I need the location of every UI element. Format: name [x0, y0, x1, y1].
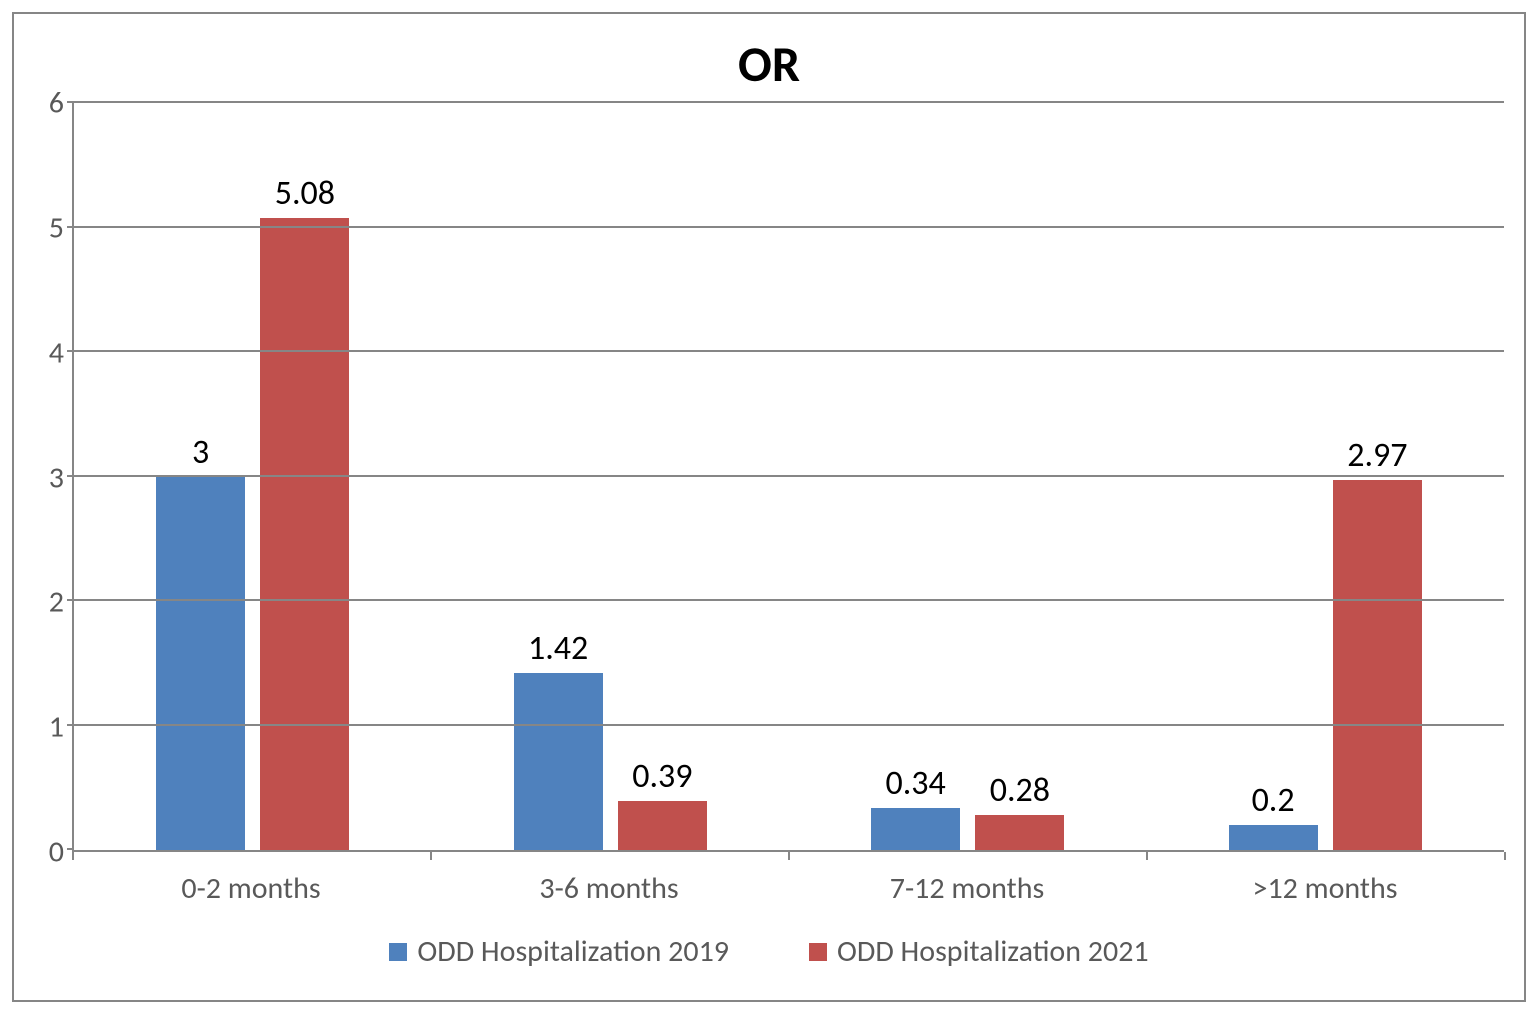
legend-swatch — [389, 943, 407, 961]
x-axis-row: 0-2 months3-6 months7-12 months>12 month… — [14, 852, 1524, 915]
x-tickmark — [72, 852, 74, 860]
bar-value-label: 0.39 — [632, 756, 692, 801]
y-tickmark — [67, 724, 74, 726]
bar-value-label: 5.08 — [275, 173, 335, 218]
bar-pair: 1.42 0.39 — [514, 103, 707, 850]
bar: 5.08 — [260, 218, 349, 850]
y-tick-label: 1 — [49, 709, 64, 746]
category-slot: 0.34 0.28 — [789, 103, 1147, 850]
y-axis: 0123456 — [18, 103, 72, 852]
x-tick-col: 0-2 months — [72, 852, 430, 915]
y-tick-label: 2 — [49, 584, 64, 621]
plot-area: 35.081.420.390.340.280.22.97 — [72, 103, 1504, 852]
bar-value-label: 1.42 — [528, 628, 588, 673]
bar: 2.97 — [1333, 480, 1422, 850]
gridline — [74, 475, 1504, 477]
x-tick-col: >12 months — [1146, 852, 1504, 915]
bar-value-label: 0.2 — [1252, 780, 1295, 825]
bar: 0.28 — [975, 815, 1064, 850]
gridline — [74, 599, 1504, 601]
x-tick-col: 7-12 months — [788, 852, 1146, 915]
bar-pair: 0.34 0.28 — [871, 103, 1064, 850]
bar-value-label: 0.34 — [885, 763, 945, 808]
x-tickmark — [1146, 852, 1148, 860]
x-tickmark — [1504, 852, 1506, 860]
x-tick-col: 3-6 months — [430, 852, 788, 915]
bar: 0.34 — [871, 808, 960, 850]
category-slot: 1.42 0.39 — [432, 103, 790, 850]
legend-label: ODD Hospitalization 2021 — [837, 933, 1149, 970]
plot-wrap: 0123456 35.081.420.390.340.280.22.97 — [14, 103, 1524, 852]
bar: 0.2 — [1229, 825, 1318, 850]
y-tickmark — [67, 848, 74, 850]
chart-container: OR 0123456 35.081.420.390.340.280.22.97 … — [0, 0, 1538, 1014]
y-tickmark — [67, 350, 74, 352]
bar: 3 — [156, 477, 245, 851]
y-tickmark — [67, 599, 74, 601]
chart-title: OR — [14, 14, 1524, 103]
y-tick-label: 5 — [49, 209, 64, 246]
category-slot: 0.2 2.97 — [1147, 103, 1505, 850]
y-tickmark — [67, 101, 74, 103]
legend-label: ODD Hospitalization 2019 — [417, 933, 729, 970]
legend-item: ODD Hospitalization 2021 — [809, 933, 1149, 970]
y-tick-label: 6 — [49, 85, 64, 122]
legend-swatch — [809, 943, 827, 961]
x-tickmark — [430, 852, 432, 860]
gridline — [74, 101, 1504, 103]
chart-frame: OR 0123456 35.081.420.390.340.280.22.97 … — [12, 12, 1526, 1002]
y-tick-label: 4 — [49, 334, 64, 371]
y-tick-label: 0 — [49, 834, 64, 871]
legend: ODD Hospitalization 2019 ODD Hospitalizat… — [14, 915, 1524, 1000]
bar: 1.42 — [514, 673, 603, 850]
x-tick-label: 7-12 months — [788, 852, 1146, 915]
x-tick-label: >12 months — [1146, 852, 1504, 915]
gridline — [74, 724, 1504, 726]
bar: 0.39 — [618, 801, 707, 850]
x-tickmark — [788, 852, 790, 860]
y-tick-label: 3 — [49, 459, 64, 496]
bar-pair: 35.08 — [156, 103, 349, 850]
x-axis: 0-2 months3-6 months7-12 months>12 month… — [72, 852, 1504, 915]
gridline — [74, 226, 1504, 228]
y-tickmark — [67, 226, 74, 228]
x-tick-label: 3-6 months — [430, 852, 788, 915]
bar-pair: 0.2 2.97 — [1229, 103, 1422, 850]
legend-item: ODD Hospitalization 2019 — [389, 933, 729, 970]
y-tickmark — [67, 475, 74, 477]
x-tick-label: 0-2 months — [72, 852, 430, 915]
category-slot: 35.08 — [74, 103, 432, 850]
gridline — [74, 350, 1504, 352]
bar-value-label: 2.97 — [1347, 435, 1407, 480]
bars-layer: 35.081.420.390.340.280.22.97 — [74, 103, 1504, 850]
bar-value-label: 3 — [192, 432, 209, 477]
bar-value-label: 0.28 — [990, 770, 1050, 815]
